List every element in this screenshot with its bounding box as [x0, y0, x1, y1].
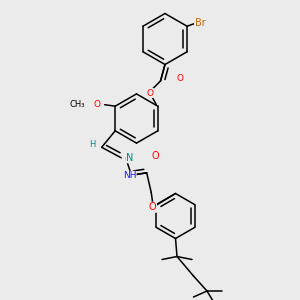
Text: H: H	[89, 140, 96, 149]
Text: NH: NH	[123, 171, 136, 180]
Text: CH₃: CH₃	[70, 100, 85, 109]
Text: O: O	[152, 151, 160, 161]
Text: O: O	[149, 202, 157, 212]
Text: N: N	[126, 153, 133, 163]
Text: Br: Br	[195, 18, 205, 28]
Text: O: O	[146, 88, 154, 98]
Text: O: O	[93, 100, 100, 109]
Text: O: O	[176, 74, 184, 82]
